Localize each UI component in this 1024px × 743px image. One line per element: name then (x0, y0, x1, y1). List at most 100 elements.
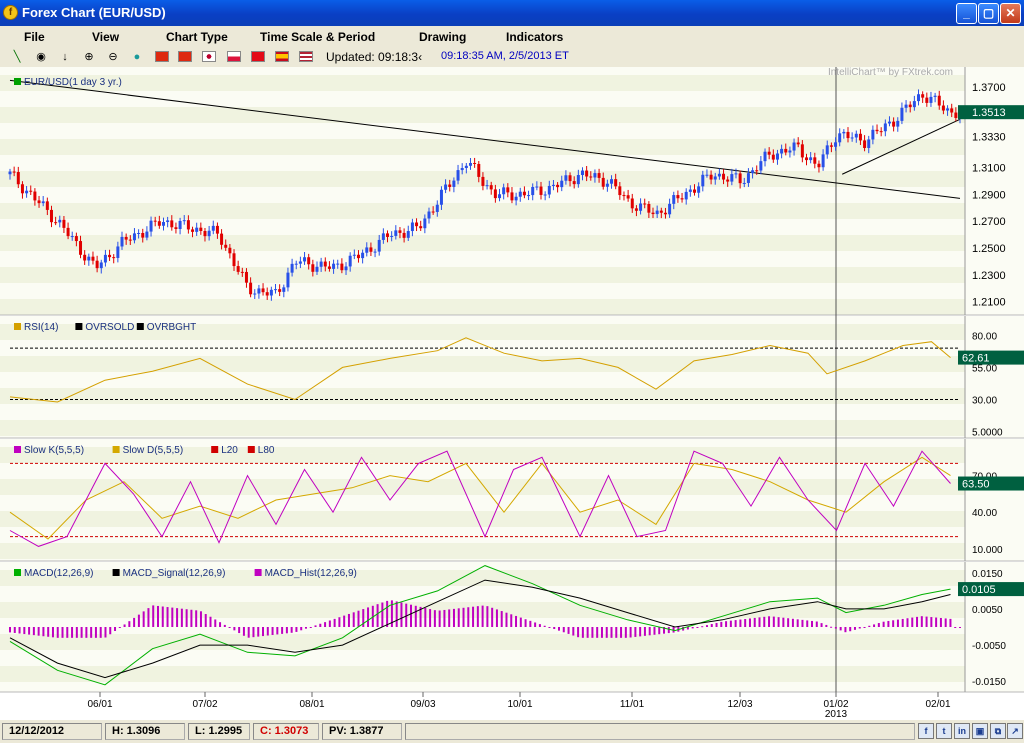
candle-body (406, 231, 410, 238)
macd-hist-bar (600, 627, 603, 638)
pane-band-2 (0, 447, 965, 463)
macd-hist-bar (729, 620, 732, 627)
candle-body (257, 288, 261, 294)
macd-hist-bar (199, 611, 202, 627)
candle-body (539, 186, 543, 195)
turkey-flag-icon[interactable] (251, 51, 265, 62)
x-axis-label: 10/01 (507, 699, 532, 710)
china-flag-icon[interactable] (155, 51, 169, 62)
macd-hist-bar (85, 627, 88, 638)
candle-body (887, 121, 891, 124)
menu-file[interactable]: File (24, 30, 45, 44)
candle-body (796, 142, 800, 145)
menu-view[interactable]: View (92, 30, 120, 44)
macd-hist-bar (596, 627, 599, 638)
legend-label: Slow D(5,5,5) (123, 445, 184, 456)
macd-hist-bar (734, 620, 737, 627)
japan-flag-icon[interactable] (202, 51, 216, 62)
line-tool-icon[interactable]: ╲ (13, 51, 21, 63)
macd-hist-bar (806, 620, 809, 627)
candle-body (66, 227, 70, 237)
macd-hist-bar (467, 607, 470, 627)
zoom-out-icon[interactable]: ⊖ (108, 51, 118, 63)
candle-body (12, 171, 16, 173)
candle-body (327, 266, 331, 269)
macd-hist-bar (233, 627, 236, 631)
maximize-button[interactable]: ▢ (978, 3, 999, 24)
target-icon[interactable]: ◉ (36, 51, 46, 63)
candle-body (161, 222, 165, 226)
macd-hist-bar (47, 627, 50, 637)
macd-hist-bar (362, 609, 365, 627)
macd-hist-bar (543, 625, 546, 627)
spain-flag-icon[interactable] (275, 51, 289, 62)
candle-body (643, 203, 647, 205)
menu-time-scale[interactable]: Time Scale & Period (260, 30, 376, 44)
candle-body (174, 227, 178, 229)
window-cascade-icon[interactable]: ⧉ (990, 723, 1006, 739)
candle-body (792, 142, 796, 151)
macd-hist-bar (667, 627, 670, 634)
macd-hist-bar (281, 627, 284, 634)
macd-hist-bar (266, 627, 269, 636)
candle-body (809, 157, 813, 161)
menu-drawing[interactable]: Drawing (419, 30, 467, 44)
candle-body (415, 222, 419, 227)
window-tile-icon[interactable]: ▣ (972, 723, 988, 739)
candle-body (224, 244, 228, 248)
linkedin-icon[interactable]: in (954, 723, 970, 739)
globe-icon[interactable]: ● (133, 51, 141, 63)
candle-body (166, 220, 170, 223)
close-button[interactable]: ✕ (1000, 3, 1021, 24)
candle-body (481, 176, 485, 186)
macd-hist-bar (653, 627, 656, 635)
macd-hist-bar (214, 619, 217, 627)
candle-body (439, 189, 443, 205)
candle-body (444, 184, 448, 190)
legend-label: MACD(12,26,9) (24, 568, 93, 579)
macd-hist-bar (577, 627, 580, 638)
candle-body (647, 203, 651, 213)
macd-hist-bar (290, 627, 293, 633)
candle-body (767, 151, 771, 155)
macd-hist-bar (548, 627, 551, 628)
macd-hist-bar (906, 618, 909, 627)
poland-flag-icon[interactable] (227, 51, 241, 62)
candle-body (373, 251, 377, 253)
macd-hist-bar (758, 617, 761, 627)
price-tick-label: 1.2100 (972, 297, 1006, 309)
expand-icon[interactable]: ↗ (1007, 723, 1023, 739)
minimize-button[interactable]: _ (956, 3, 977, 24)
chart-svg[interactable]: IntelliChart™ by FXtrek.com1.37001.35101… (0, 67, 1024, 719)
legend-label: OVRSOLD (85, 322, 134, 333)
candle-body (215, 225, 219, 234)
candle-body (41, 201, 45, 204)
macd-hist-bar (42, 627, 45, 637)
twitter-icon[interactable]: t (936, 723, 952, 739)
chart-area[interactable]: IntelliChart™ by FXtrek.com1.37001.35101… (0, 67, 1024, 719)
arrow-down-icon[interactable]: ↓ (62, 51, 68, 63)
macd-hist-bar (648, 627, 651, 636)
candle-body (854, 133, 858, 138)
macd-hist-bar (314, 625, 317, 627)
candle-body (709, 174, 713, 180)
macd-hist-bar (944, 618, 947, 627)
macd-hist-bar (347, 613, 350, 627)
macd-hist-bar (643, 627, 646, 636)
macd-hist-bar (825, 624, 828, 627)
hongkong-flag-icon[interactable] (178, 51, 192, 62)
macd-hist-bar (567, 627, 570, 634)
candle-body (120, 236, 124, 247)
x-axis-label: 07/02 (192, 699, 217, 710)
menu-indicators[interactable]: Indicators (506, 30, 564, 44)
macd-hist-bar (839, 627, 842, 631)
zoom-in-icon[interactable]: ⊕ (84, 51, 94, 63)
macd-hist-bar (739, 619, 742, 627)
candle-body (892, 121, 896, 127)
facebook-icon[interactable]: f (918, 723, 934, 739)
macd-hist-bar (32, 627, 35, 636)
menu-chart-type[interactable]: Chart Type (166, 30, 228, 44)
macd-hist-bar (791, 618, 794, 627)
current-value-label: 63.50 (962, 479, 990, 491)
us-flag-icon[interactable] (299, 51, 313, 62)
